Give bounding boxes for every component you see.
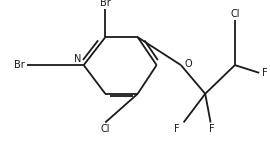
Text: F: F [174,124,180,134]
Text: Cl: Cl [100,124,110,134]
Text: Cl: Cl [230,9,240,19]
Text: Br: Br [14,60,24,70]
Text: F: F [262,68,268,78]
Text: N: N [74,53,81,64]
Text: O: O [184,59,192,69]
Text: F: F [209,124,215,134]
Text: Br: Br [100,0,111,8]
